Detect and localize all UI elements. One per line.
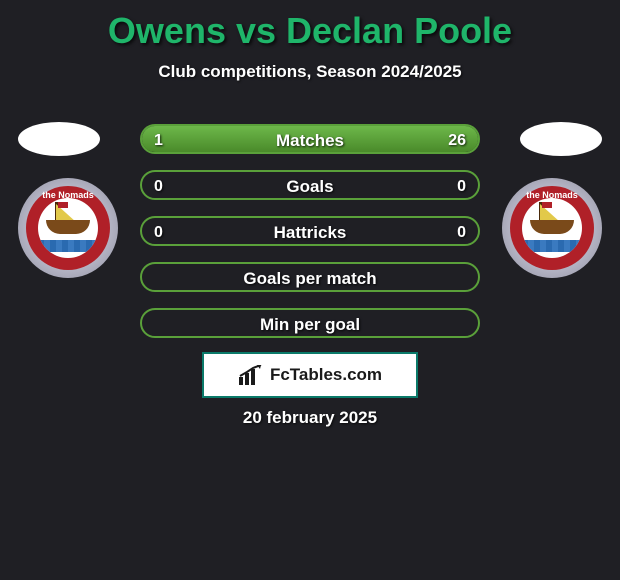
page-title: Owens vs Declan Poole [0,0,620,52]
comparison-bars: 126Matches 00Goals 00Hattricks Goals per ma… [140,124,480,354]
club-badge-right: the Nomads [502,178,602,278]
stat-label: Min per goal [142,310,478,338]
date-text: 20 february 2025 [0,408,620,428]
stat-label: Matches [142,126,478,154]
stat-bar-0: 126Matches [140,124,480,154]
branding-text: FcTables.com [270,365,382,385]
club-badge-left: the Nomads [18,178,118,278]
stat-label: Goals per match [142,264,478,292]
stat-bar-1: 00Goals [140,170,480,200]
flag-oval-right [520,122,602,156]
subtitle: Club competitions, Season 2024/2025 [0,62,620,82]
stat-bar-3: Goals per match [140,262,480,292]
stat-bar-4: Min per goal [140,308,480,338]
stat-bar-2: 00Hattricks [140,216,480,246]
stat-label: Goals [142,172,478,200]
flag-oval-left [18,122,100,156]
branding-box: FcTables.com [202,352,418,398]
chart-icon [238,365,264,385]
stat-label: Hattricks [142,218,478,246]
